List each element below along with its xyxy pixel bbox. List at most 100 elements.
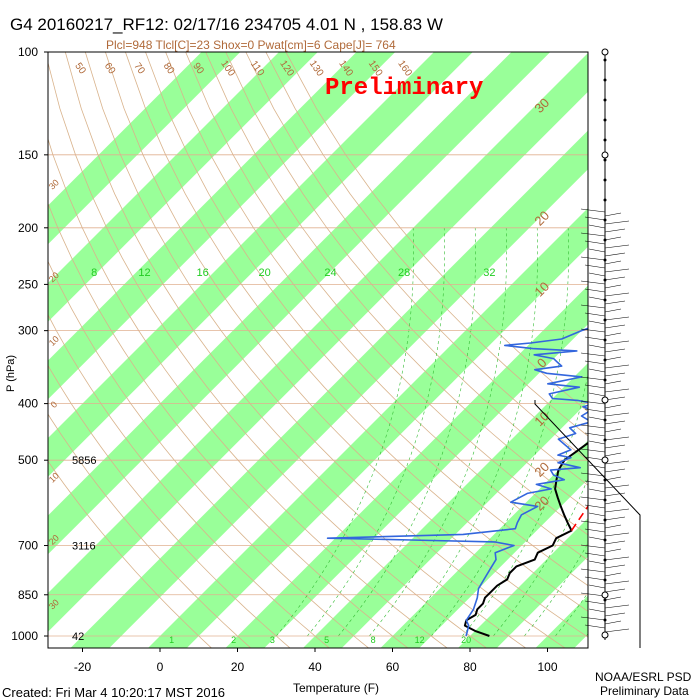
- wind-barb: [580, 208, 606, 213]
- wind-barb: [604, 516, 626, 521]
- org-label: NOAA/ESRL PSD: [595, 670, 692, 684]
- theta-label: 60: [102, 61, 118, 77]
- isotherm-stripe: [48, 52, 551, 555]
- wind-dot: [603, 158, 607, 162]
- isotherm-stripe: [48, 53, 588, 632]
- wind-dot: [603, 258, 607, 262]
- y-tick-label: 850: [18, 588, 38, 602]
- wind-dot: [603, 538, 607, 542]
- wind-barb: [580, 232, 606, 237]
- y-tick-label: 150: [18, 148, 38, 162]
- wind-barb: [604, 332, 622, 337]
- isotherm-stripe: [48, 52, 241, 245]
- wind-barb: [604, 620, 622, 625]
- wind-bracket: [534, 400, 641, 648]
- wind-barb: [604, 380, 622, 385]
- y-tick-label: 1000: [11, 629, 38, 643]
- wind-barb: [604, 356, 622, 361]
- wind-barb: [584, 408, 606, 413]
- wind-barb: [604, 268, 630, 273]
- wind-barb: [588, 320, 606, 325]
- wind-barb: [604, 300, 626, 305]
- moist-adiabat: [555, 592, 588, 637]
- moist-adiabat: [400, 227, 538, 637]
- wind-barb: [604, 444, 626, 449]
- isotherm-label: 30: [47, 177, 61, 191]
- wind-barb: [604, 340, 630, 345]
- wind-barb: [604, 420, 626, 425]
- mixing-ratio-label: 24: [324, 267, 336, 279]
- dry-adiabat: [205, 52, 588, 511]
- wind-barb: [604, 596, 622, 601]
- isotherm-stripe: [678, 25, 700, 660]
- wind-barb: [604, 212, 622, 217]
- isotherm-stripe: [148, 208, 588, 648]
- wind-barb: [604, 316, 630, 321]
- x-axis-label: Temperature (F): [293, 681, 379, 695]
- wind-barb: [604, 228, 626, 233]
- moist-adiabat: [493, 477, 588, 637]
- wind-dot: [603, 478, 607, 482]
- wind-barb: [580, 256, 606, 261]
- wind-circle: [601, 48, 609, 56]
- mixing-ratio-label: 20: [259, 267, 271, 279]
- wind-barb: [580, 520, 606, 525]
- wind-dot: [603, 298, 607, 302]
- mixing-ratio-label: 8: [371, 635, 376, 645]
- created-timestamp: Created: Fri Mar 4 10:20:17 MST 2016: [2, 685, 225, 700]
- wind-barb: [604, 476, 622, 481]
- wind-barb: [588, 392, 606, 397]
- wind-barb: [580, 496, 606, 501]
- wind-barb: [580, 616, 606, 621]
- moist-adiabat: [338, 227, 476, 637]
- wind-dot: [603, 578, 607, 582]
- wind-barb: [588, 272, 606, 277]
- wind-barb: [584, 504, 606, 509]
- dry-adiabat: [245, 52, 588, 462]
- wind-dot: [603, 498, 607, 502]
- isotherm-stripe: [457, 517, 588, 648]
- preliminary-watermark: Preliminary: [325, 75, 483, 102]
- theta-label: 130: [307, 59, 326, 79]
- x-tick-label: 60: [386, 660, 400, 674]
- y-tick-label: 300: [18, 324, 38, 338]
- wind-dot: [603, 338, 607, 342]
- wind-barb: [588, 464, 606, 469]
- wind-barb: [604, 236, 622, 241]
- wind-barb: [580, 592, 606, 597]
- x-tick-label: 0: [157, 660, 164, 674]
- isotherm-label: 20: [47, 270, 61, 284]
- wind-barb: [604, 484, 630, 489]
- temperature-profile-line: [463, 441, 588, 637]
- wind-barb: [584, 480, 606, 485]
- wind-barb: [604, 404, 622, 409]
- moist-adiabat: [462, 372, 588, 637]
- moist-adiabat: [369, 227, 507, 637]
- y-tick-label: 200: [18, 221, 38, 235]
- wind-barb: [584, 432, 606, 437]
- wind-barb: [580, 352, 606, 357]
- wind-dot: [603, 198, 607, 202]
- wind-barb: [588, 344, 606, 349]
- wind-barb: [580, 544, 606, 549]
- wind-dot: [603, 218, 607, 222]
- wind-barb: [604, 284, 622, 289]
- wind-barb: [580, 448, 606, 453]
- dry-adiabat: [105, 52, 588, 638]
- wind-dot: [603, 118, 607, 122]
- wind-barb: [604, 564, 626, 569]
- moist-adiabat: [431, 227, 569, 637]
- wind-barb: [604, 604, 630, 609]
- plot-grid: [48, 52, 588, 648]
- chart-subtitle: Plcl=948 Tlcl[C]=23 Shox=0 Pwat[cm]=6 Ca…: [106, 38, 396, 52]
- y-tick-label: 400: [18, 397, 38, 411]
- isotherm-stripe: [48, 52, 318, 322]
- wind-barb: [604, 436, 630, 441]
- wind-barb: [604, 260, 622, 265]
- wind-circle: [601, 631, 609, 639]
- height-label: 5856: [72, 455, 96, 467]
- wind-barb: [584, 576, 606, 581]
- wind-barb: [604, 388, 630, 393]
- wind-dot: [603, 438, 607, 442]
